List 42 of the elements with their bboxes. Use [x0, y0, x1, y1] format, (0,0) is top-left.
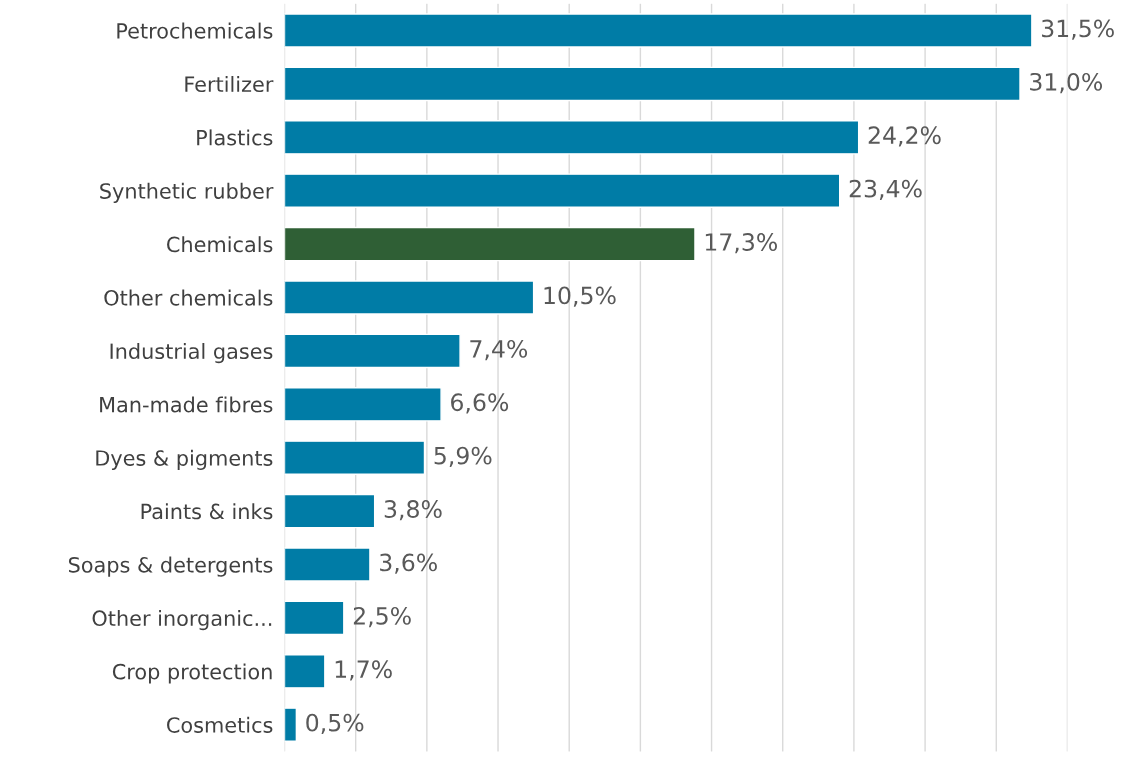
bar: [284, 547, 371, 582]
y-tick-label: Soaps & detergents: [68, 556, 273, 577]
bar: [284, 280, 535, 315]
bar: [284, 66, 1021, 102]
data-label: 10,5%: [544, 286, 616, 307]
y-tick-label: Synthetic rubber: [100, 182, 274, 203]
data-label: 3,8%: [384, 500, 442, 521]
bar: [284, 600, 345, 636]
data-label: 0,5%: [306, 713, 364, 734]
y-tick-label: Paints & inks: [141, 503, 273, 520]
bar: [284, 120, 860, 155]
y-tick-label: Other chemicals: [104, 289, 273, 306]
data-label: 5,9%: [434, 446, 492, 467]
y-tick-label: Cosmetics: [167, 716, 273, 733]
y-tick-label: Chemicals: [167, 236, 273, 253]
y-tick-label: Petrochemicals: [117, 22, 273, 39]
bar: [284, 387, 442, 422]
data-label: 2,5%: [353, 606, 411, 628]
data-label: 31,0%: [1030, 72, 1103, 94]
bar: [284, 333, 461, 369]
data-label: 3,6%: [380, 553, 437, 574]
data-label: 31,5%: [1041, 19, 1114, 40]
bar: [284, 707, 298, 742]
y-tick-label: Fertilizer: [185, 75, 274, 93]
bar: [284, 493, 376, 529]
y-tick-label: Other inorganic...: [92, 609, 272, 631]
y-tick-label: Industrial gases: [110, 342, 273, 364]
bar: [284, 13, 1033, 48]
data-label: 1,7%: [335, 660, 392, 681]
y-tick-label: Crop protection: [112, 663, 272, 684]
data-label: 24,2%: [868, 126, 941, 147]
bar: [284, 654, 326, 689]
y-tick-label: Dyes & pigments: [96, 449, 273, 470]
data-label: 17,3%: [705, 233, 777, 254]
y-tick-label: Plastics: [197, 129, 273, 146]
data-label: 7,4%: [470, 339, 528, 361]
data-label: 6,6%: [451, 393, 509, 414]
bar: [284, 226, 696, 262]
bar: [284, 440, 426, 475]
y-tick-label: Man-made fibres: [100, 396, 273, 413]
data-label: 23,4%: [849, 179, 922, 200]
bar: [284, 173, 841, 208]
